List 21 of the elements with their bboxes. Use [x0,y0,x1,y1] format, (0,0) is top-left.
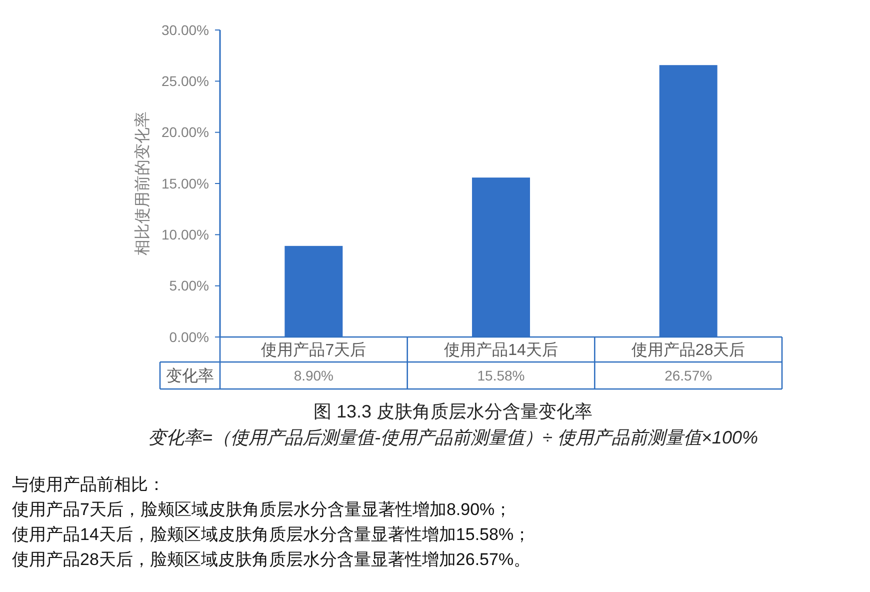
text: 图 13.3 皮肤角质层水分含量变化率 [313,401,593,422]
y-axis-title: 相比使用前的变化率 [134,112,152,256]
text: 使用产品28天后，脸颊区域皮肤角质层水分含量显著性增加26.57%。 [12,550,531,569]
data-label: 15.58% [477,367,525,384]
x-tick-label: 使用产品28天后 [631,341,746,360]
text: 与使用产品前相比： [12,474,165,494]
x-tick-label: 使用产品7天后 [261,341,366,360]
y-tick-label: 20.00% [162,124,209,140]
y-tick-label: 30.00% [162,22,209,38]
y-tick-label: 5.00% [169,278,209,294]
text: 使用产品14天后，脸颊区域皮肤角质层水分含量显著性增加15.58%； [12,524,531,544]
text: 变化率=（使用产品后测量值-使用产品前测量值）÷ 使用产品前测量值×100% [148,427,758,448]
data-label: 8.90% [294,367,334,384]
data-label: 26.57% [664,367,712,384]
y-tick-label: 25.00% [162,73,209,90]
x-tick-label: 使用产品14天后 [444,341,558,360]
text: 变化率 [166,367,214,386]
text: 使用产品7天后，脸颊区域皮肤角质层水分含量显著性增加8.90%； [12,500,512,519]
y-tick-label: 0.00% [169,328,209,345]
y-tick-label: 10.00% [162,226,209,243]
y-tick-label: 15.00% [162,175,209,192]
